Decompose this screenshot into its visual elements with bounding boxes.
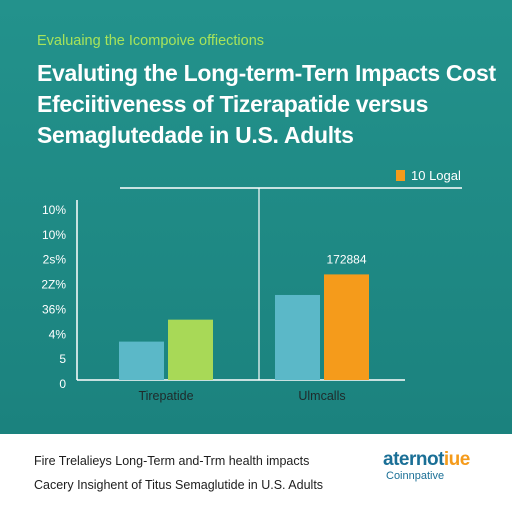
x-category-label: Tirepatide (138, 389, 193, 403)
brand-logo: aternotiue Coinnpative (383, 449, 470, 483)
brand-name: aternotiue (383, 449, 470, 470)
bar-ulmcalls-0 (275, 294, 320, 380)
y-tick-label: 10% (42, 203, 66, 217)
chart-legend: 10 Logal (396, 168, 461, 183)
y-tick-label: 0 (59, 377, 66, 391)
bar-data-label: 172884 (326, 252, 366, 266)
footer-caption-2: Cacery Insighent of Titus Semaglutide in… (34, 478, 324, 492)
title-line-2: Efeciitiveness of Tizerapatide versus (37, 91, 429, 117)
footer-caption-1: Fire Trelalieys Long-Term and-Trm health… (34, 454, 310, 468)
legend-label: 10 Logal (411, 168, 461, 183)
y-tick-label: 10% (42, 228, 66, 242)
y-tick-label: 2Z% (41, 278, 66, 292)
y-tick-label: 5 (59, 352, 66, 366)
y-tick-label: 36% (42, 302, 66, 316)
y-tick-label: 2s% (43, 253, 67, 267)
x-category-label: Ulmcalls (298, 389, 345, 403)
report-title: Evaluting the Long-term-Tern Impacts Cos… (37, 58, 497, 151)
title-line-3: Semaglutedade in U.S. Adults (37, 122, 354, 148)
brand-tagline: Coinnpative (386, 470, 445, 482)
bar-tirepatide-1 (168, 319, 213, 380)
title-line-1: Evaluting the Long-term-Tern Impacts Cos… (37, 60, 496, 86)
bar-chart: 10% 10% 2s% 2Z% 36% 4% 5 0 Tirepatide Ulmcalls 172… (41, 187, 462, 403)
report-subtitle: Evaluaing the Icompoive offiections (37, 33, 265, 49)
legend-swatch (396, 170, 405, 181)
bar-tirepatide-0 (119, 341, 164, 380)
y-tick-label: 4% (49, 327, 67, 341)
footer-panel: Fire Trelalieys Long-Term and-Trm health… (0, 434, 512, 512)
header-panel (0, 0, 512, 434)
bar-ulmcalls-2 (324, 274, 369, 380)
